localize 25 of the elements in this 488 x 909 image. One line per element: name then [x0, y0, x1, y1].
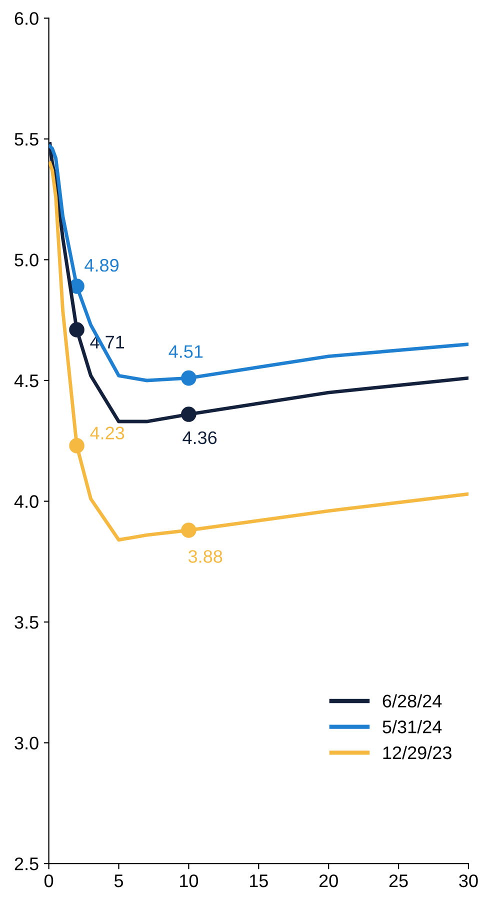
data-label: 4.23 [90, 426, 124, 440]
legend-label: 5/31/24 [382, 720, 442, 734]
y-tick-label: 4.5 [14, 374, 38, 388]
x-tick-label: 5 [114, 874, 124, 888]
data-label: 4.89 [84, 258, 118, 272]
x-tick-label: 30 [459, 874, 478, 888]
data-label: 4.36 [182, 431, 217, 444]
y-tick-label: 2.5 [14, 857, 38, 870]
x-tick-label: 20 [319, 874, 338, 888]
y-tick-label: 3.0 [14, 736, 38, 750]
x-tick-label: 10 [180, 874, 198, 888]
data-label: 4.51 [168, 345, 203, 358]
y-tick-label: 4.0 [14, 495, 38, 508]
y-tick-label: 3.5 [14, 616, 38, 629]
x-tick-label: 0 [44, 874, 54, 888]
x-tick-label: 15 [250, 874, 268, 888]
y-tick-label: 6.0 [14, 12, 38, 25]
y-tick-label: 5.5 [14, 133, 38, 146]
y-tick-label: 5.0 [14, 254, 38, 266]
x-tick-label: 25 [389, 874, 408, 888]
data-label: 3.88 [188, 550, 222, 563]
legend-label: 6/28/24 [382, 694, 442, 708]
legend-label: 12/29/23 [383, 746, 452, 760]
line-series [48, 161, 468, 542]
line-series [48, 142, 468, 424]
